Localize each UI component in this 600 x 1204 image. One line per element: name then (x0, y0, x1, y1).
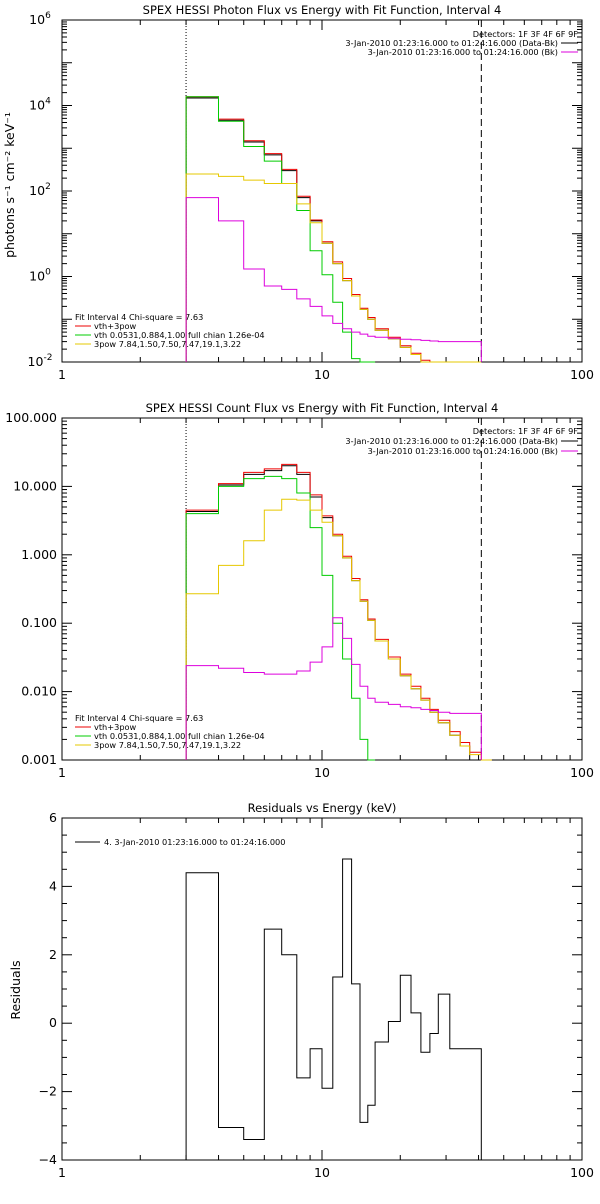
count-detectors-label: Detectors: 1F 3F 4F 6F 9F (473, 426, 579, 436)
photon-series-3 (185, 173, 482, 363)
resid-y-tick-label: 4 (49, 878, 57, 893)
residuals-chart-title: Residuals vs Energy (keV) (248, 801, 397, 815)
photon-x-tick-label: 100 (570, 367, 594, 382)
count-y-tick-label: 10.000 (13, 478, 57, 493)
count-x-tick-label: 10 (314, 765, 330, 780)
count-series-1 (185, 463, 492, 761)
photon-y-tick-label: 106 (29, 11, 51, 27)
count-series-4 (185, 617, 482, 760)
photon-y-tick-label: 104 (29, 97, 51, 113)
photon-legend-bottom: Fit Interval 4 Chi-square = 7.63 vth+3po… (75, 312, 265, 349)
count-y-tick-label: 0.010 (21, 684, 57, 699)
count-legend-bk: 3-Jan-2010 01:23:16.000 to 01:24:16.000 … (368, 446, 558, 456)
count-y-tick-label: 0.001 (21, 752, 57, 767)
photon-fit-title: Fit Interval 4 Chi-square = 7.63 (75, 312, 203, 322)
count-flux-panel: SPEX HESSI Count Flux vs Energy with Fit… (5, 401, 594, 780)
photon-x-tick-label: 1 (58, 367, 66, 382)
resid-x-tick-label: 10 (314, 1165, 330, 1180)
photon-series-4 (185, 197, 482, 362)
photon-series-0 (185, 97, 482, 363)
residuals-plot-frame (61, 817, 583, 1161)
count-y-tick-label: 0.100 (21, 615, 57, 630)
photon-legend-3pow: 3pow 7.84,1.50,7.50,7.47,19.1,3.22 (94, 339, 241, 349)
photon-chart-title: SPEX HESSI Photon Flux vs Energy with Fi… (143, 3, 502, 17)
count-y-tick-label: 100.000 (5, 410, 57, 425)
photon-flux-panel: SPEX HESSI Photon Flux vs Energy with Fi… (2, 3, 594, 382)
count-legend-data-bk: 3-Jan-2010 01:23:16.000 to 01:24:16.000 … (345, 436, 558, 446)
count-fit-title: Fit Interval 4 Chi-square = 7.63 (75, 713, 203, 723)
photon-y-axis-label: photons s⁻¹ cm⁻² keV⁻¹ (2, 112, 17, 258)
resid-y-tick-label: 0 (49, 1015, 57, 1030)
resid-y-tick-label: 2 (49, 947, 57, 962)
resid-y-tick-label: −4 (39, 1152, 57, 1167)
resid-x-tick-label: 1 (58, 1165, 66, 1180)
count-series-0 (185, 465, 471, 760)
count-y-tick-label: 1.000 (21, 547, 57, 562)
photon-y-tick-label: 102 (29, 182, 51, 198)
photon-series-1 (185, 96, 482, 363)
photon-legend-data-bk: 3-Jan-2010 01:23:16.000 to 01:24:16.000 … (345, 38, 558, 48)
count-x-tick-label: 1 (58, 765, 66, 780)
count-legend-vth3pow: vth+3pow (94, 722, 137, 732)
count-x-tick-label: 100 (570, 765, 594, 780)
count-plot-frame (61, 417, 583, 761)
photon-legend-top: 3-Jan-2010 01:23:16.000 to 01:24:16.000 … (345, 38, 578, 57)
photon-detectors-label: Detectors: 1F 3F 4F 6F 9F (473, 29, 579, 39)
photon-legend-vth: vth 0.0531,0.884,1.00 full chian 1.26e-0… (94, 330, 265, 340)
resid-y-tick-label: 6 (49, 810, 57, 825)
count-legend-3pow: 3pow 7.84,1.50,7.50,7.47,19.1,3.22 (94, 740, 241, 750)
residuals-legend: 4. 3-Jan-2010 01:23:16.000 to 01:24:16.0… (104, 837, 285, 847)
photon-y-tick-label: 100 (29, 268, 51, 284)
photon-legend-bk: 3-Jan-2010 01:23:16.000 to 01:24:16.000 … (368, 47, 558, 57)
count-series-3 (185, 498, 492, 761)
residuals-y-axis-label: Residuals (8, 960, 23, 1019)
count-legend-vth: vth 0.0531,0.884,1.00 full chian 1.26e-0… (94, 731, 265, 741)
count-series-2 (185, 475, 376, 761)
resid-series-0 (185, 858, 482, 1160)
photon-series-2 (185, 96, 376, 363)
count-legend-top: 3-Jan-2010 01:23:16.000 to 01:24:16.000 … (345, 436, 578, 456)
count-legend-bottom: Fit Interval 4 Chi-square = 7.63 vth+3po… (75, 713, 265, 750)
photon-x-tick-label: 10 (314, 367, 330, 382)
count-chart-title: SPEX HESSI Count Flux vs Energy with Fit… (146, 401, 499, 415)
residuals-panel: Residuals vs Energy (keV) Residuals 4. 3… (8, 801, 594, 1180)
photon-legend-vth3pow: vth+3pow (94, 321, 137, 331)
resid-x-tick-label: 100 (570, 1165, 594, 1180)
photon-y-tick-label: 10-2 (28, 353, 53, 369)
resid-y-tick-label: −2 (39, 1084, 57, 1099)
